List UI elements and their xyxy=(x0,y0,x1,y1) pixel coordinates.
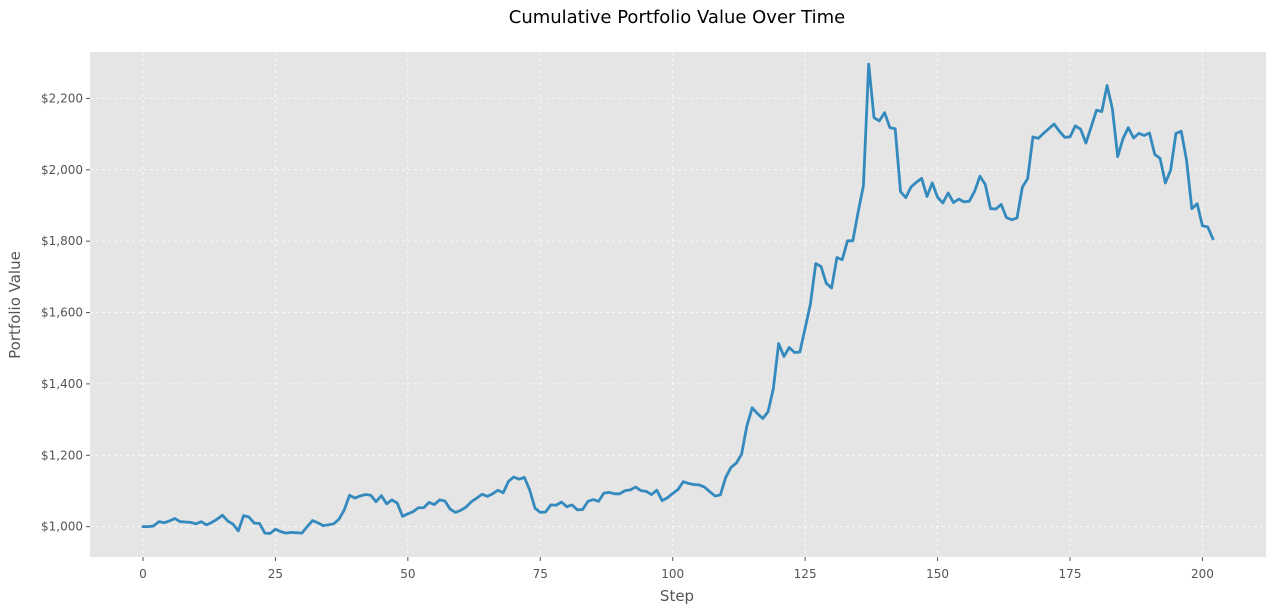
y-tick-label: $1,800 xyxy=(41,234,83,248)
x-axis-label: Step xyxy=(660,587,694,605)
x-tick-label: 200 xyxy=(1191,567,1214,581)
y-axis-ticks: $1,000 $1,200 $1,400 $1,600 $1,800 $2,000 $2,2… xyxy=(41,91,90,534)
chart-title: Cumulative Portfolio Value Over Time xyxy=(509,7,845,28)
x-tick-label: 100 xyxy=(661,567,684,581)
x-tick-label: 175 xyxy=(1059,567,1082,581)
x-tick-label: 150 xyxy=(926,567,949,581)
y-tick-label: $2,000 xyxy=(41,163,83,177)
y-tick-label: $1,600 xyxy=(41,306,83,320)
x-tick-label: 0 xyxy=(139,567,147,581)
series-line xyxy=(141,62,1215,535)
x-tick-label: 50 xyxy=(400,567,415,581)
y-tick-label: $1,400 xyxy=(41,377,83,391)
x-axis-ticks: 0 25 50 75 100 125 150 175 200 xyxy=(139,557,1214,581)
y-axis-label: Portfolio Value xyxy=(6,251,24,359)
x-tick-label: 25 xyxy=(268,567,283,581)
series-layer xyxy=(141,62,1215,535)
x-tick-label: 125 xyxy=(794,567,817,581)
y-tick-label: $1,200 xyxy=(41,448,83,462)
y-grid xyxy=(90,97,1266,528)
x-tick-label: 75 xyxy=(533,567,548,581)
y-tick-label: $2,200 xyxy=(41,91,83,105)
y-tick-label: $1,000 xyxy=(41,520,83,534)
